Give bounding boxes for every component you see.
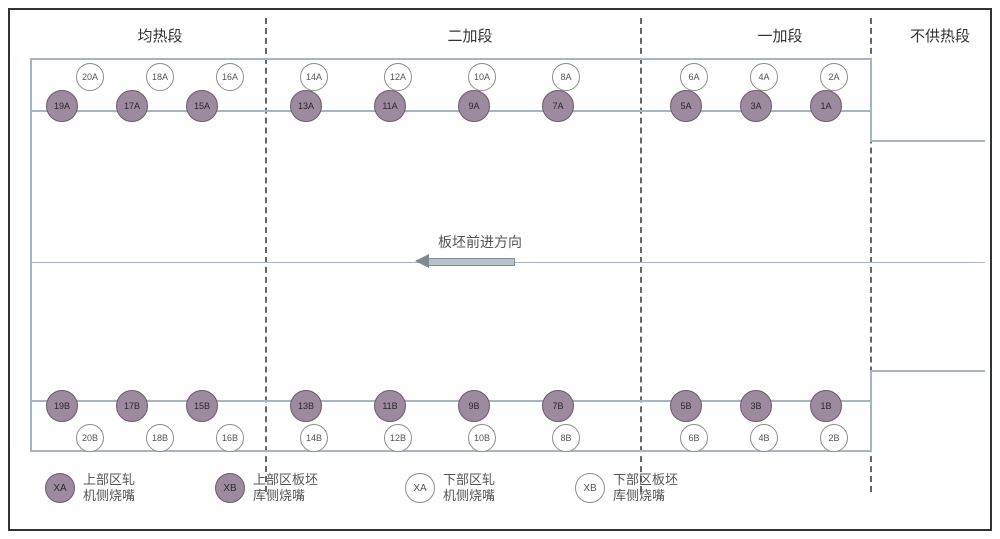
furnace-vline bbox=[870, 58, 872, 140]
burner-20A: 20A bbox=[76, 63, 104, 91]
burner-9B: 9B bbox=[458, 390, 490, 422]
burner-6A: 6A bbox=[680, 63, 708, 91]
legend-text-3: 下部区板坯库侧烧嘴 bbox=[613, 472, 678, 505]
legend-badge-1: XB bbox=[215, 473, 245, 503]
furnace-vline bbox=[30, 58, 32, 452]
section-label-0: 均热段 bbox=[100, 25, 220, 46]
burner-1B: 1B bbox=[810, 390, 842, 422]
section-divider-0 bbox=[265, 18, 267, 492]
legend-badge-0: XA bbox=[45, 473, 75, 503]
burner-18A: 18A bbox=[146, 63, 174, 91]
burner-8A: 8A bbox=[552, 63, 580, 91]
section-label-3: 不供热段 bbox=[890, 25, 990, 46]
section-divider-1 bbox=[640, 18, 642, 492]
furnace-vline bbox=[870, 370, 872, 452]
legend-badge-3: XB bbox=[575, 473, 605, 503]
burner-11A: 11A bbox=[374, 90, 406, 122]
burner-7A: 7A bbox=[542, 90, 574, 122]
burner-15A: 15A bbox=[186, 90, 218, 122]
burner-15B: 15B bbox=[186, 390, 218, 422]
burner-16B: 16B bbox=[216, 424, 244, 452]
legend-item-1: XB 上部区板坯库侧烧嘴 bbox=[215, 472, 318, 505]
burner-8B: 8B bbox=[552, 424, 580, 452]
burner-10B: 10B bbox=[468, 424, 496, 452]
burner-6B: 6B bbox=[680, 424, 708, 452]
direction-label: 板坯前进方向 bbox=[420, 232, 540, 252]
burner-2A: 2A bbox=[820, 63, 848, 91]
burner-20B: 20B bbox=[76, 424, 104, 452]
burner-14B: 14B bbox=[300, 424, 328, 452]
burner-4A: 4A bbox=[750, 63, 778, 91]
burner-13B: 13B bbox=[290, 390, 322, 422]
furnace-hline bbox=[30, 58, 870, 60]
legend-badge-2: XA bbox=[405, 473, 435, 503]
direction-arrow bbox=[415, 254, 515, 268]
furnace-hline bbox=[870, 140, 985, 142]
legend-item-0: XA 上部区轧机侧烧嘴 bbox=[45, 472, 135, 505]
burner-3B: 3B bbox=[740, 390, 772, 422]
burner-18B: 18B bbox=[146, 424, 174, 452]
burner-7B: 7B bbox=[542, 390, 574, 422]
burner-1A: 1A bbox=[810, 90, 842, 122]
burner-5B: 5B bbox=[670, 390, 702, 422]
section-label-2: 一加段 bbox=[720, 25, 840, 46]
burner-3A: 3A bbox=[740, 90, 772, 122]
section-label-1: 二加段 bbox=[410, 25, 530, 46]
burner-11B: 11B bbox=[374, 390, 406, 422]
furnace-hline bbox=[870, 370, 985, 372]
burner-12A: 12A bbox=[384, 63, 412, 91]
legend-item-2: XA 下部区轧机侧烧嘴 bbox=[405, 472, 495, 505]
burner-19B: 19B bbox=[46, 390, 78, 422]
burner-10A: 10A bbox=[468, 63, 496, 91]
burner-5A: 5A bbox=[670, 90, 702, 122]
burner-17A: 17A bbox=[116, 90, 148, 122]
burner-9A: 9A bbox=[458, 90, 490, 122]
burner-2B: 2B bbox=[820, 424, 848, 452]
burner-13A: 13A bbox=[290, 90, 322, 122]
burner-4B: 4B bbox=[750, 424, 778, 452]
burner-16A: 16A bbox=[216, 63, 244, 91]
legend-text-1: 上部区板坯库侧烧嘴 bbox=[253, 472, 318, 505]
burner-19A: 19A bbox=[46, 90, 78, 122]
burner-17B: 17B bbox=[116, 390, 148, 422]
burner-12B: 12B bbox=[384, 424, 412, 452]
furnace-diagram: 均热段 二加段 一加段 不供热段板坯前进方向 20A 18A 16A 14A 12A 10A 8A 6… bbox=[0, 0, 1000, 539]
burner-14A: 14A bbox=[300, 63, 328, 91]
legend-text-0: 上部区轧机侧烧嘴 bbox=[83, 472, 135, 505]
legend-text-2: 下部区轧机侧烧嘴 bbox=[443, 472, 495, 505]
legend-item-3: XB 下部区板坯库侧烧嘴 bbox=[575, 472, 678, 505]
